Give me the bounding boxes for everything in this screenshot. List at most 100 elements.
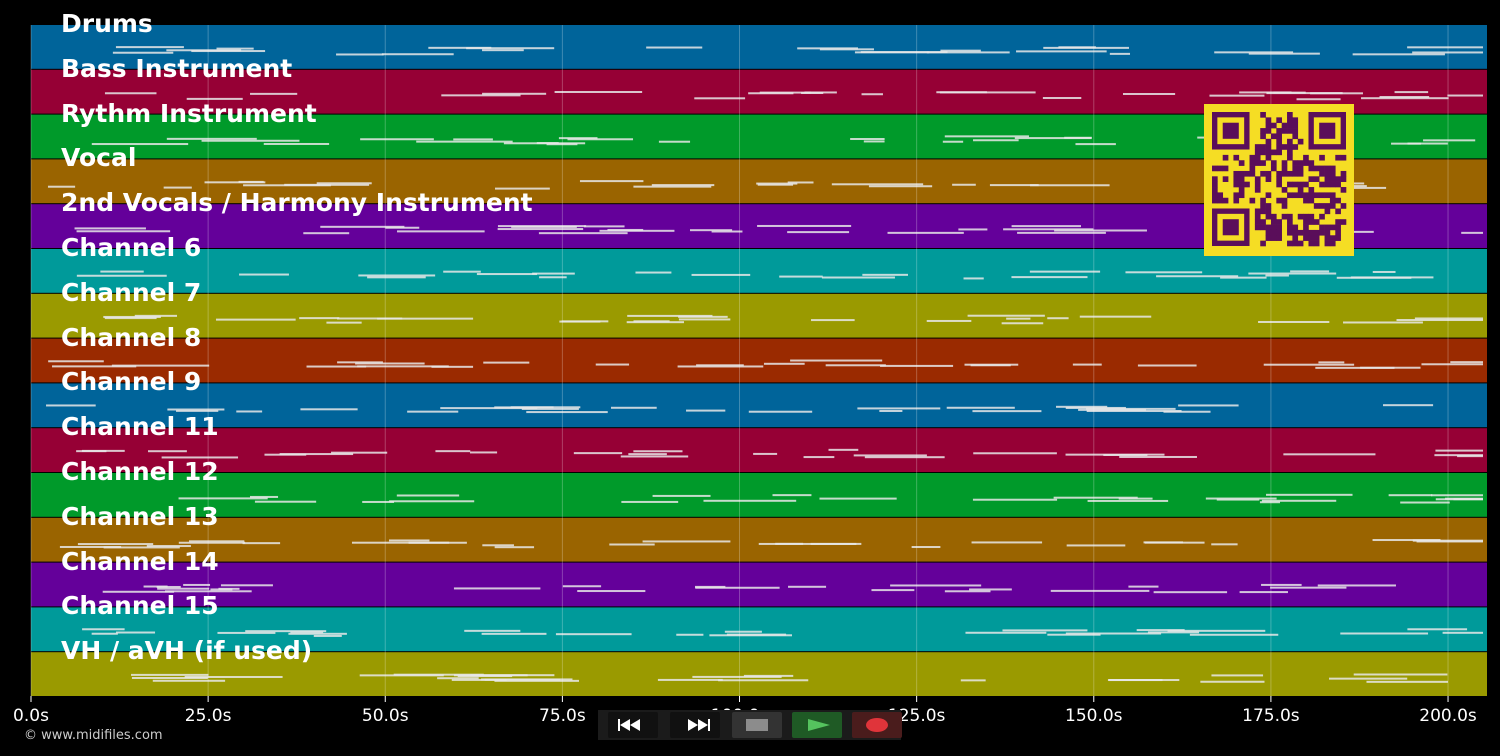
note — [157, 587, 210, 590]
note — [1414, 317, 1483, 320]
note — [1156, 275, 1239, 278]
note — [482, 544, 514, 547]
note — [453, 138, 493, 141]
note — [451, 678, 507, 681]
note — [152, 679, 226, 682]
note — [555, 633, 632, 636]
note — [1379, 96, 1430, 99]
fast-forward-icon — [688, 719, 710, 731]
note — [1087, 499, 1169, 502]
note — [758, 542, 857, 545]
note — [709, 634, 792, 637]
note — [1011, 225, 1081, 228]
note — [1315, 366, 1395, 369]
note — [482, 49, 524, 52]
note — [397, 230, 485, 233]
record-icon — [866, 718, 888, 732]
play-button[interactable] — [792, 712, 842, 738]
note — [443, 270, 481, 273]
note — [944, 590, 991, 593]
note — [1296, 98, 1341, 101]
note — [1270, 586, 1347, 589]
note — [201, 139, 300, 142]
rewind-button[interactable] — [608, 712, 658, 738]
note — [1075, 143, 1116, 146]
note — [1147, 631, 1200, 634]
note — [562, 585, 602, 588]
note — [1336, 276, 1412, 279]
note — [497, 228, 584, 231]
note — [313, 634, 342, 637]
note — [482, 92, 547, 95]
note — [431, 365, 474, 368]
track-name-label: Channel 12 — [61, 457, 219, 486]
note — [77, 543, 154, 546]
note — [677, 365, 764, 368]
track-name-label: Channel 7 — [61, 277, 202, 307]
note — [242, 542, 281, 545]
note — [156, 585, 181, 588]
note — [940, 49, 981, 52]
note — [696, 364, 744, 367]
note — [972, 498, 1058, 501]
note — [1407, 46, 1483, 49]
track-name-label: Channel 8 — [61, 322, 202, 352]
note — [526, 411, 608, 414]
note — [772, 494, 812, 497]
note — [868, 185, 933, 188]
note — [1065, 406, 1126, 409]
record-button[interactable] — [852, 712, 902, 738]
note — [1006, 317, 1031, 320]
note — [748, 92, 794, 95]
note — [1122, 93, 1176, 96]
note — [103, 315, 161, 318]
note — [381, 53, 454, 56]
note — [973, 139, 1019, 142]
note — [652, 494, 711, 497]
note — [494, 187, 550, 190]
note — [960, 679, 986, 682]
note — [183, 583, 211, 586]
stop-icon — [746, 719, 768, 731]
note — [804, 91, 837, 94]
note — [178, 541, 246, 544]
note — [863, 140, 885, 143]
note — [1273, 91, 1306, 94]
note — [1361, 97, 1449, 100]
track-lane — [31, 473, 1487, 517]
note — [76, 274, 167, 277]
note — [357, 365, 449, 368]
note — [306, 365, 367, 368]
stop-button[interactable] — [732, 712, 782, 738]
note — [435, 450, 471, 453]
note — [1442, 631, 1483, 634]
tick-label: 175.0s — [1242, 706, 1300, 726]
note — [1388, 494, 1433, 497]
note — [236, 410, 263, 413]
note — [1017, 231, 1106, 234]
note — [250, 92, 298, 95]
note — [481, 632, 547, 635]
note — [81, 449, 125, 452]
note — [299, 317, 340, 320]
note — [1211, 674, 1264, 677]
note — [584, 225, 625, 228]
note — [469, 451, 498, 454]
fast-forward-button[interactable] — [670, 712, 720, 738]
note — [1118, 497, 1153, 500]
note — [850, 138, 885, 141]
note — [1167, 629, 1266, 632]
note — [464, 629, 521, 632]
track-name-label: Drums — [61, 9, 153, 38]
note — [1372, 270, 1396, 273]
note — [989, 184, 1039, 187]
note — [743, 674, 794, 677]
note — [1042, 97, 1082, 100]
note — [1014, 137, 1092, 140]
note — [1353, 673, 1448, 676]
note — [1407, 628, 1468, 631]
note — [1136, 629, 1185, 632]
tick-label: 50.0s — [361, 706, 409, 726]
note — [711, 230, 743, 233]
tick-label: 125.0s — [887, 706, 946, 726]
